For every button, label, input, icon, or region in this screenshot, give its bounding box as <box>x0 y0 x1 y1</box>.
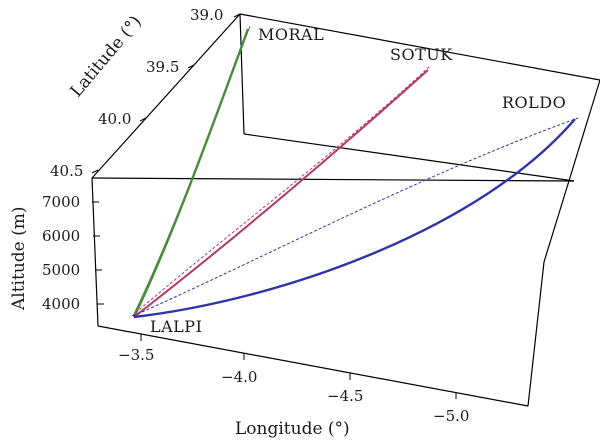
box-edge-top-back <box>239 13 600 81</box>
longitude-ticks <box>140 334 457 399</box>
box-edge-right-vertical <box>543 79 600 263</box>
altitude-ticks <box>92 201 104 305</box>
waypoint-label-moral: MORAL <box>258 25 324 44</box>
alt-tick-7000: 7000 <box>42 193 80 211</box>
lon-tick-4-5: −4.5 <box>327 387 363 405</box>
waypoint-label-sotuk: SOTUK <box>390 45 453 64</box>
alt-tick-4000: 4000 <box>42 295 80 313</box>
lat-tick-40-0: 40.0 <box>98 110 131 128</box>
series-line-roldo <box>133 118 576 319</box>
box-edge-back-floor <box>243 133 575 182</box>
box-edge-right-floor <box>527 261 545 407</box>
series-line-sotuk <box>133 69 429 318</box>
alt-tick-5000: 5000 <box>42 261 80 279</box>
longitude-axis-title: Longitude (°) <box>235 419 350 439</box>
series-line-moral <box>132 28 250 318</box>
alt-tick-6000: 6000 <box>42 227 80 245</box>
lon-tick-5-0: −5.0 <box>433 407 469 425</box>
altitude-axis-title: Altitude (m) <box>9 207 29 312</box>
latitude-axis-title: Latitude (°) <box>67 12 146 101</box>
box-edge-front-floor <box>97 325 529 407</box>
lat-tick-39-5: 39.5 <box>146 58 179 76</box>
lon-tick-4-0: −4.0 <box>221 368 257 386</box>
plot-box <box>91 13 600 407</box>
box-edge-back-vertical <box>239 13 245 135</box>
latitude-ticks <box>91 13 241 174</box>
box-edge-left-vertical <box>91 177 99 327</box>
box-edge-left-top <box>91 13 241 179</box>
lat-tick-40-5: 40.5 <box>50 162 83 180</box>
waypoint-label-lalpi: LALPI <box>150 317 202 336</box>
lon-tick-3-5: −3.5 <box>118 346 154 364</box>
waypoint-label-roldo: ROLDO <box>502 93 566 112</box>
series-line-roldo-thin <box>132 117 579 317</box>
lat-tick-39-0: 39.0 <box>190 6 223 24</box>
box-edge-front-top <box>91 177 575 182</box>
series-line-sotuk-thin <box>131 65 431 317</box>
trajectories <box>131 25 579 319</box>
